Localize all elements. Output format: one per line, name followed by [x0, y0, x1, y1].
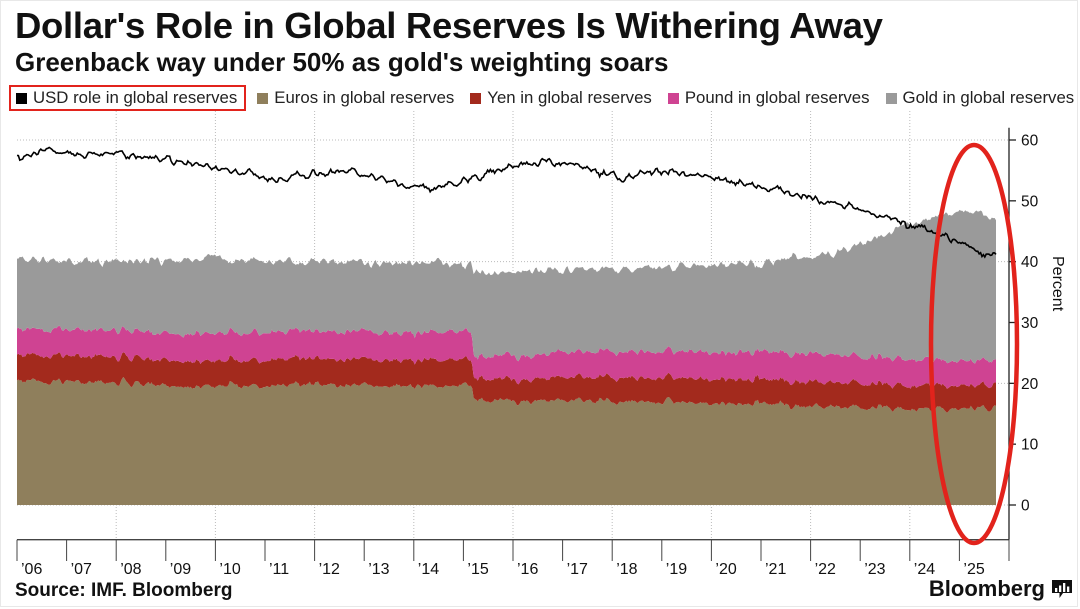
svg-text:50: 50 [1021, 193, 1039, 210]
svg-text:20: 20 [1021, 376, 1039, 393]
svg-text:40: 40 [1021, 254, 1039, 271]
svg-text:60: 60 [1021, 133, 1039, 150]
svg-text:10: 10 [1021, 437, 1039, 454]
svg-text:30: 30 [1021, 315, 1039, 332]
svg-text:0: 0 [1021, 498, 1030, 515]
